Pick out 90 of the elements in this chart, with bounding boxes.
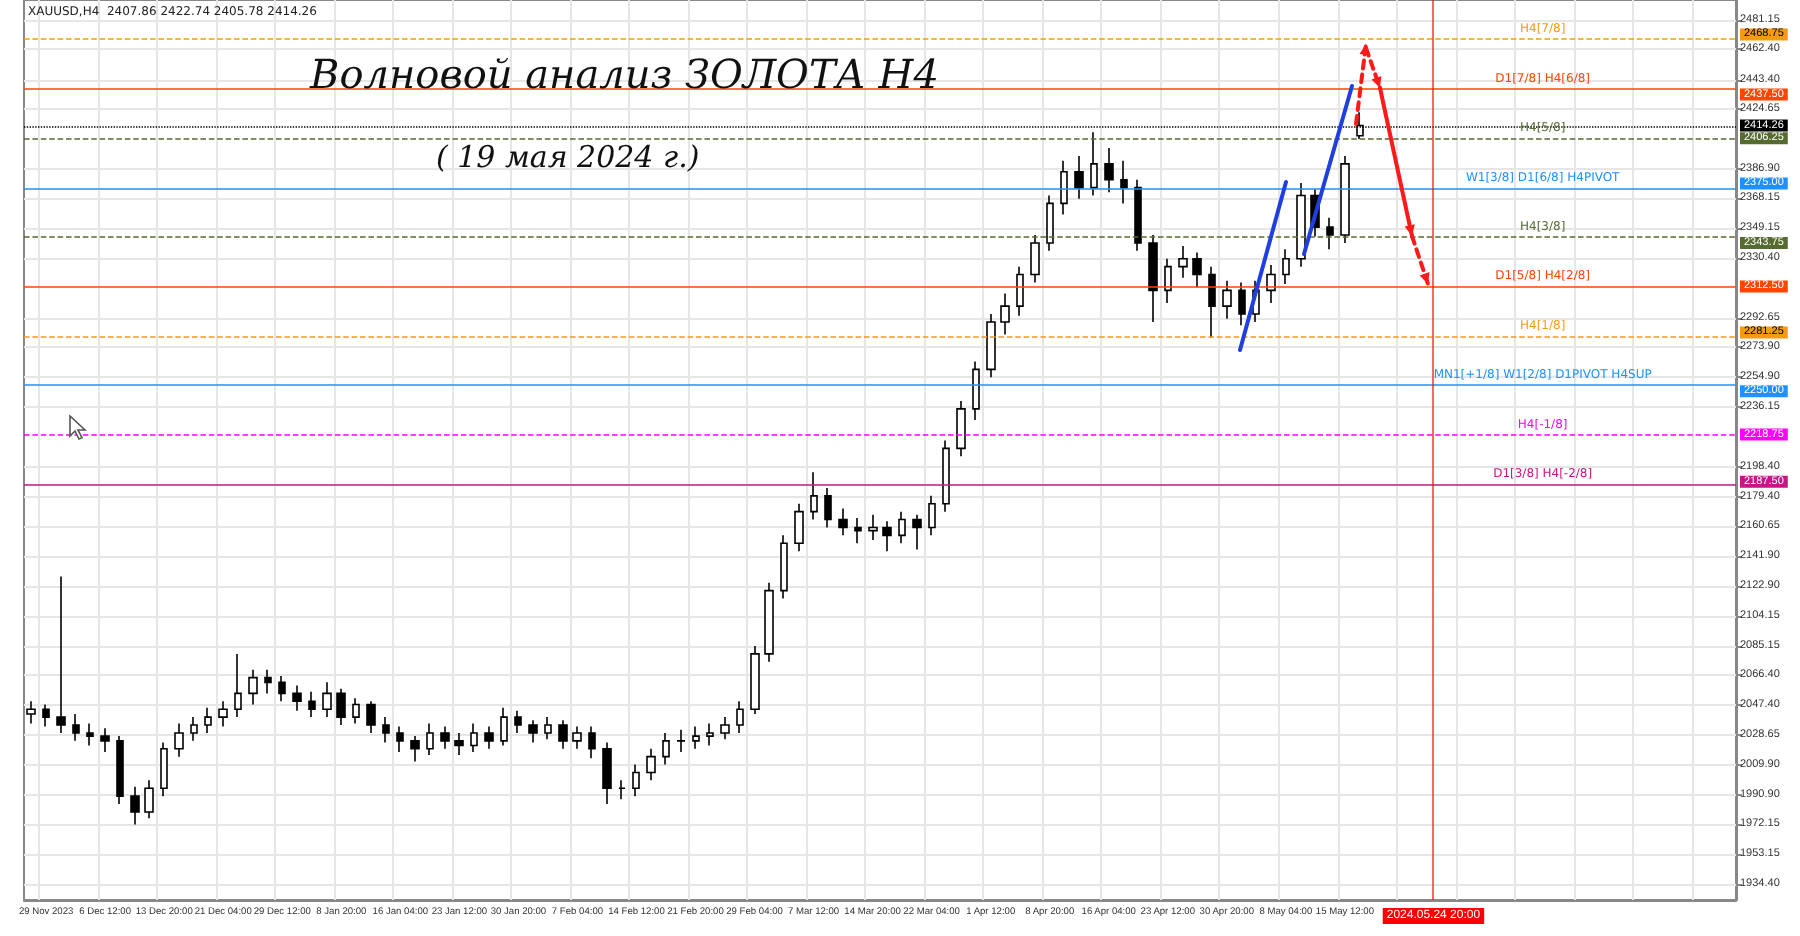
candlestick xyxy=(558,719,568,750)
candlestick xyxy=(426,722,434,756)
candlestick xyxy=(234,653,242,718)
candlestick xyxy=(706,722,714,747)
candlestick xyxy=(484,725,494,750)
candlestick xyxy=(588,725,596,760)
candlestick xyxy=(470,722,478,753)
candlestick xyxy=(396,725,404,753)
candlestick xyxy=(528,719,538,744)
candlestick xyxy=(692,725,700,750)
candlestick xyxy=(764,581,774,663)
candlestick xyxy=(868,514,878,541)
candlestick xyxy=(1178,245,1188,279)
candlestick xyxy=(366,700,376,734)
candlestick xyxy=(810,471,818,521)
candlestick xyxy=(928,495,936,537)
candlestick xyxy=(1016,265,1024,317)
candlestick xyxy=(1104,147,1114,194)
candlestick xyxy=(972,360,980,421)
candlestick xyxy=(160,741,168,797)
candlestick xyxy=(956,400,966,458)
candlestick xyxy=(854,517,862,545)
candlestick xyxy=(1148,234,1158,323)
candlestick xyxy=(248,668,258,706)
candlestick xyxy=(144,779,154,820)
candlestick xyxy=(1134,178,1142,252)
candlestick xyxy=(190,716,198,742)
candlestick xyxy=(410,735,420,763)
candlestick xyxy=(130,785,140,826)
candlestick xyxy=(1074,155,1084,200)
candlestick xyxy=(676,728,686,753)
candlestick xyxy=(1326,216,1334,251)
candlestick xyxy=(204,706,212,734)
candlestick xyxy=(454,732,464,756)
candlestick xyxy=(794,502,804,552)
candlestick xyxy=(500,706,508,747)
candlestick xyxy=(1208,265,1216,339)
candlestick xyxy=(1120,159,1128,205)
candlestick xyxy=(1222,280,1232,320)
candlestick xyxy=(898,510,906,545)
candlestick xyxy=(1296,182,1306,268)
candlestick xyxy=(308,691,316,718)
text: ( 19 мая 2024 г.) xyxy=(436,139,700,175)
candlestick xyxy=(174,722,184,758)
candlestick xyxy=(322,681,332,718)
candlestick xyxy=(1164,257,1172,304)
candlestick xyxy=(42,703,50,728)
candlestick xyxy=(1282,248,1290,285)
candlestick xyxy=(1090,131,1098,197)
candlestick xyxy=(1000,292,1010,336)
candlestick xyxy=(514,710,522,734)
candlestick xyxy=(26,700,36,725)
candlestick xyxy=(736,700,744,734)
candlestick xyxy=(264,668,272,695)
candlestick xyxy=(86,722,94,747)
candlestick xyxy=(1340,155,1350,244)
candlestick xyxy=(352,697,360,725)
candlestick xyxy=(544,716,552,741)
candlestick xyxy=(278,675,286,703)
candlestick xyxy=(602,741,612,805)
candlestick xyxy=(750,645,760,715)
candlestick xyxy=(632,763,640,797)
candlestick xyxy=(1266,264,1276,304)
candlestick xyxy=(100,727,110,753)
candlestick xyxy=(292,684,302,712)
candlestick xyxy=(662,732,670,766)
candlestick xyxy=(646,747,656,782)
candlestick xyxy=(1238,281,1246,326)
candlestick xyxy=(824,487,832,529)
candlestick xyxy=(618,779,626,801)
candlestick xyxy=(942,439,950,513)
candlestick xyxy=(1060,159,1068,216)
candlestick xyxy=(336,687,346,726)
candlestick xyxy=(720,716,730,741)
candlestick xyxy=(882,520,892,552)
candlestick xyxy=(56,575,66,734)
candlestick xyxy=(912,514,922,551)
candlestick xyxy=(218,700,228,728)
candlestick xyxy=(116,735,124,805)
candlestick xyxy=(1030,234,1040,284)
candlestick xyxy=(986,313,996,379)
candlestick xyxy=(440,725,450,750)
candlestick xyxy=(72,713,80,742)
candlestick xyxy=(1046,194,1054,252)
candlestick xyxy=(838,507,848,537)
candlestick xyxy=(572,725,582,750)
candlestick xyxy=(382,716,390,744)
candlestick xyxy=(1192,251,1202,288)
text: Волновой анализ ЗОЛОТА Н4 xyxy=(308,50,939,98)
candlestick xyxy=(780,534,788,600)
